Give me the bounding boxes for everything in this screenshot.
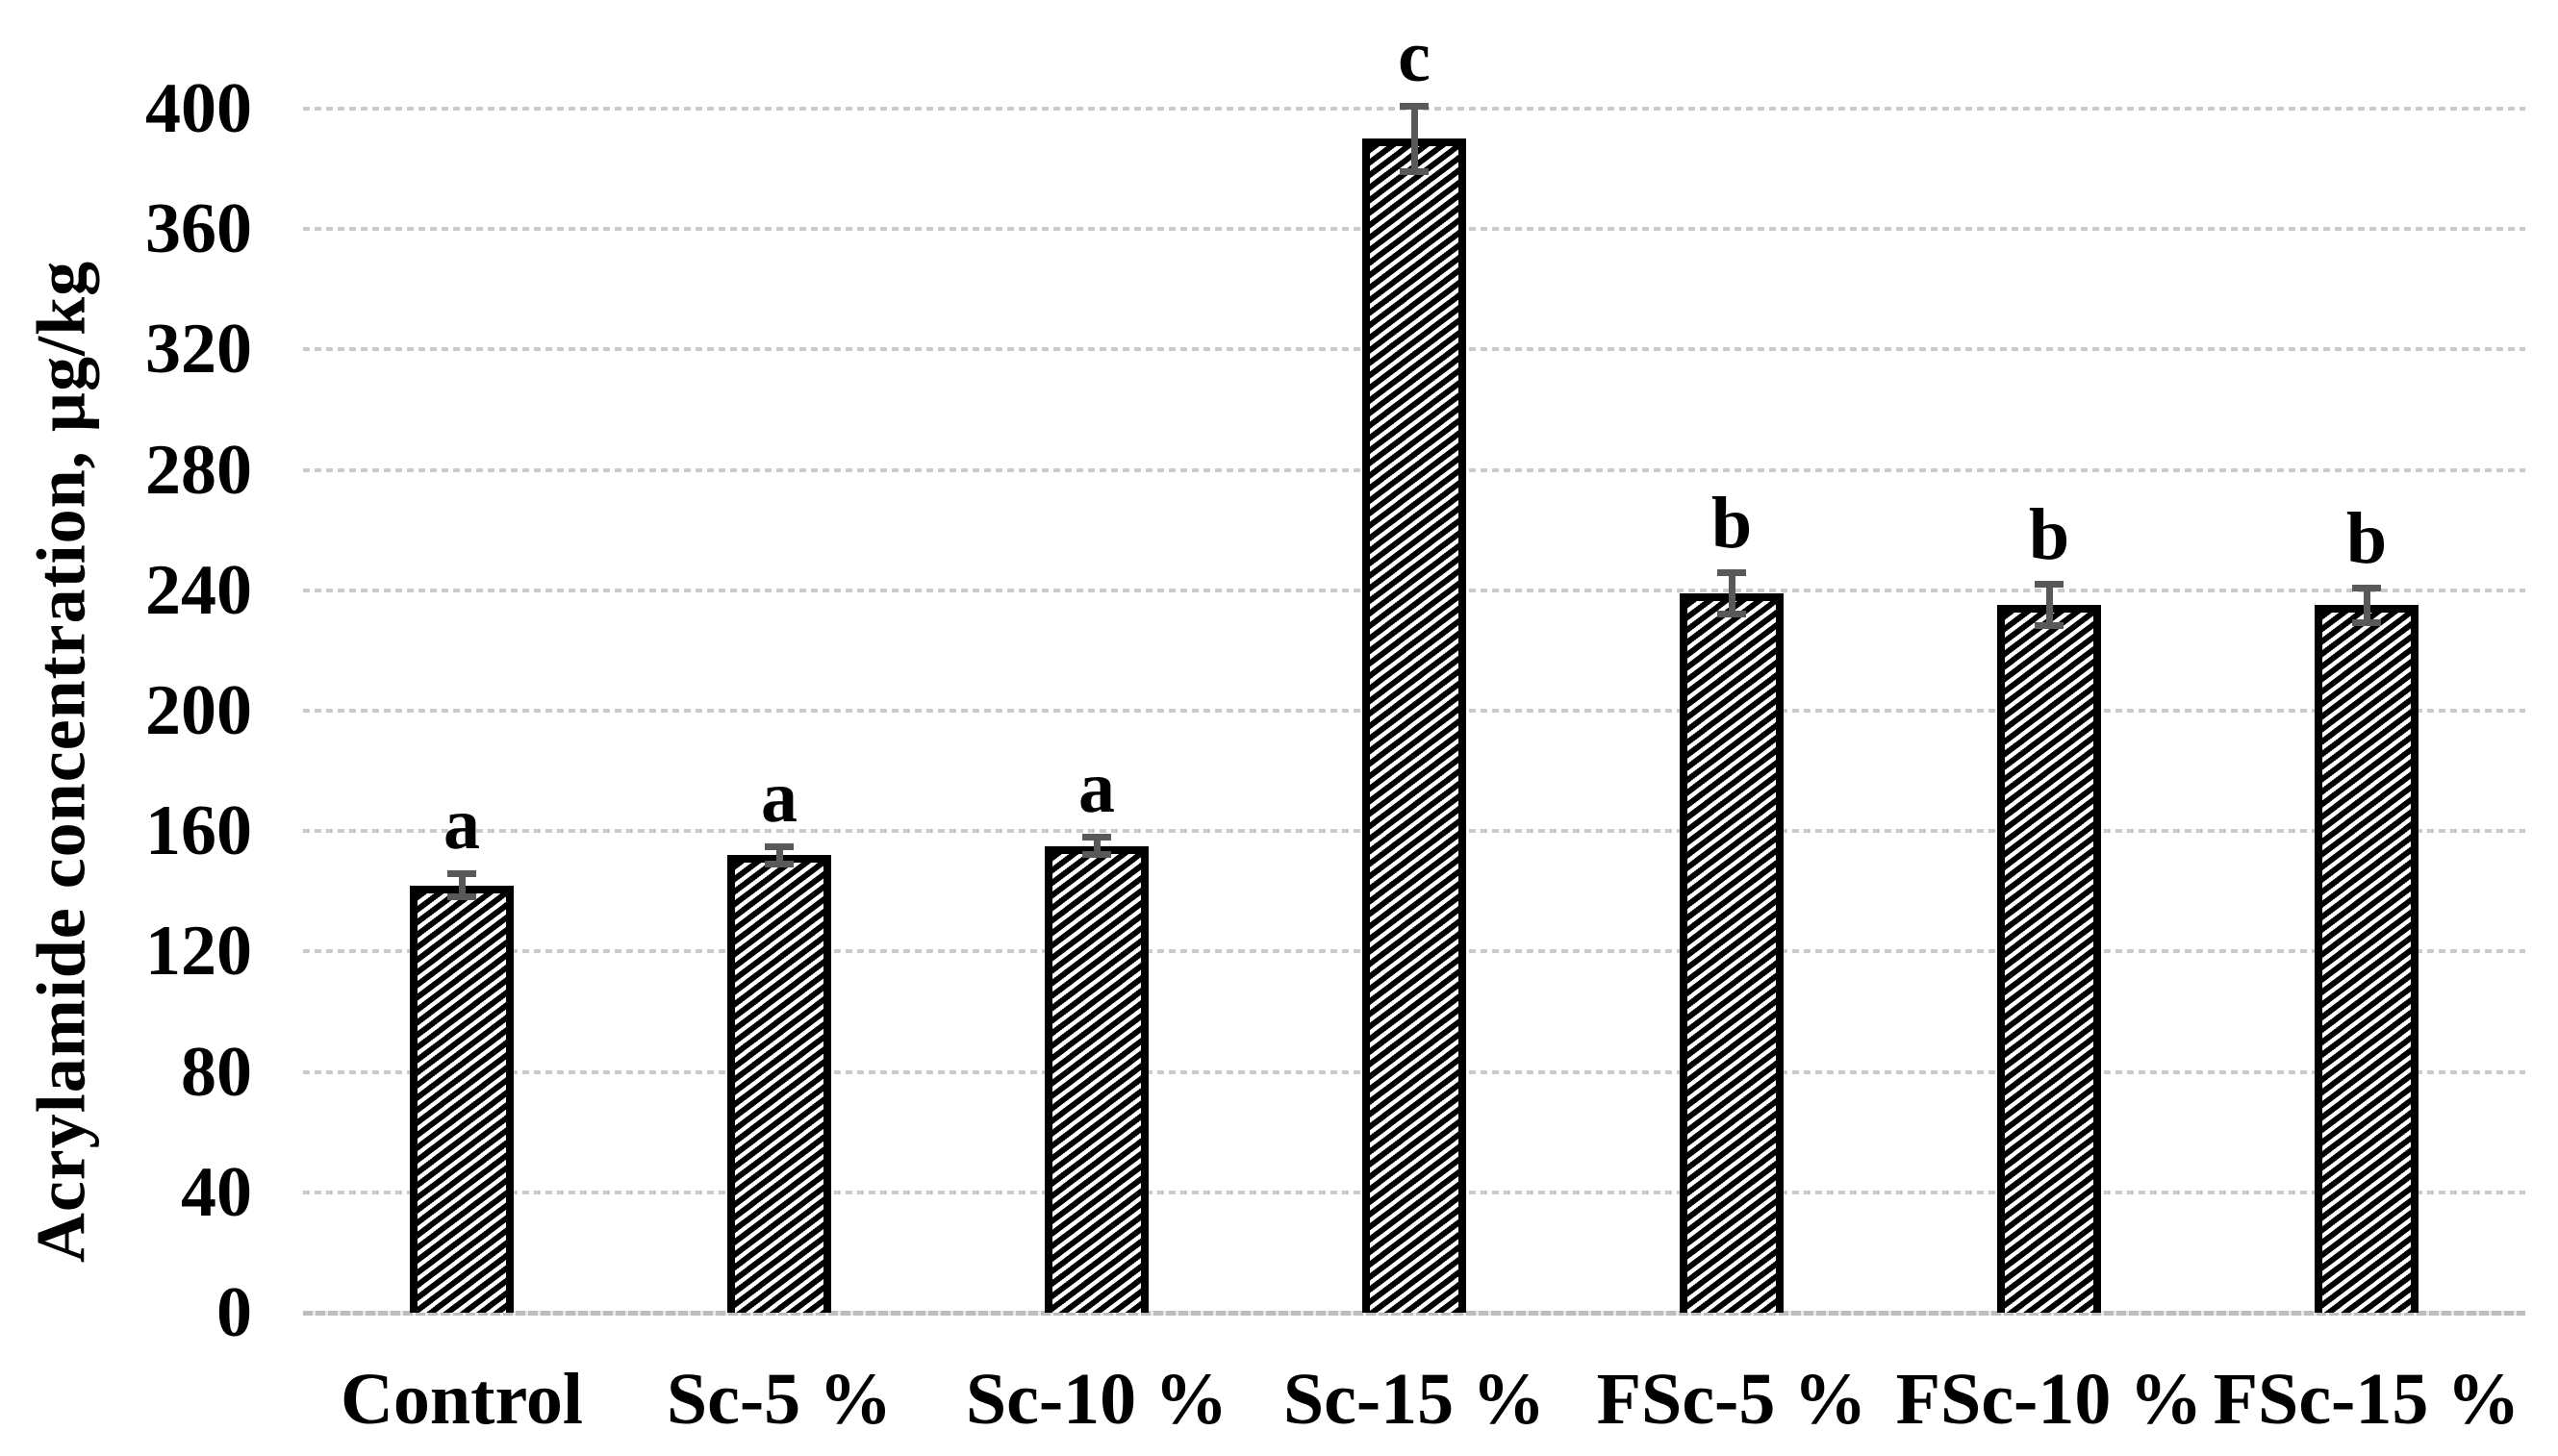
- x-category-label-sc-10: Sc-10 %: [965, 1359, 1228, 1440]
- error-bar-cap: [1717, 610, 1746, 617]
- significance-letter-sc-5: a: [761, 756, 798, 838]
- error-bar-fsc-15: [2352, 584, 2381, 627]
- y-tick-label-80: 80: [181, 1032, 252, 1112]
- significance-letter-fsc-5: b: [1710, 482, 1753, 564]
- bar-sc-10: [1045, 845, 1149, 1313]
- significance-letter-control: a: [443, 783, 480, 865]
- error-bar-fsc-5: [1717, 568, 1746, 617]
- x-category-label-sc-15: Sc-15 %: [1282, 1359, 1546, 1440]
- error-bar-line: [458, 869, 466, 901]
- error-bar-cap: [2035, 622, 2064, 630]
- bar-fsc-10: [1997, 605, 2101, 1313]
- error-bar-sc-5: [765, 842, 794, 867]
- error-bar-line: [1093, 834, 1101, 859]
- significance-letter-sc-15: c: [1398, 15, 1431, 97]
- error-bar-line: [1410, 102, 1418, 175]
- error-bar-sc-15: [1400, 102, 1429, 175]
- error-bar-cap: [1400, 167, 1429, 175]
- bar-fsc-15: [2315, 605, 2419, 1313]
- y-tick-label-0: 0: [216, 1273, 252, 1352]
- error-bar-cap: [1082, 851, 1111, 859]
- y-tick-label-400: 400: [145, 69, 252, 148]
- y-tick-label-40: 40: [181, 1152, 252, 1232]
- significance-letter-sc-10: a: [1078, 747, 1115, 829]
- bar-fsc-5: [1680, 592, 1784, 1313]
- error-bar-line: [775, 842, 783, 867]
- x-category-label-fsc-5: FSc-5 %: [1596, 1359, 1867, 1440]
- bar-control: [410, 885, 514, 1313]
- y-tick-label-120: 120: [145, 912, 252, 992]
- error-bar-sc-10: [1082, 834, 1111, 859]
- error-bar-control: [447, 869, 476, 901]
- x-category-label-fsc-15: FSc-15 %: [2213, 1359, 2520, 1440]
- error-bar-line: [2045, 581, 2053, 630]
- x-axis-baseline: [303, 1311, 2525, 1316]
- x-category-label-control: Control: [341, 1359, 583, 1440]
- x-category-label-fsc-10: FSc-10 %: [1895, 1359, 2203, 1440]
- error-bar-cap: [765, 860, 794, 867]
- y-tick-label-280: 280: [145, 430, 252, 510]
- error-bar-cap: [2352, 619, 2381, 627]
- significance-letter-fsc-15: b: [2345, 497, 2388, 579]
- error-bar-fsc-10: [2035, 581, 2064, 630]
- y-tick-label-360: 360: [145, 189, 252, 269]
- y-tick-label-200: 200: [145, 671, 252, 750]
- significance-letter-fsc-10: b: [2028, 494, 2070, 576]
- y-tick-label-320: 320: [145, 310, 252, 389]
- y-tick-label-160: 160: [145, 791, 252, 871]
- bar-sc-5: [727, 855, 831, 1313]
- x-category-label-sc-5: Sc-5 %: [666, 1359, 893, 1440]
- y-tick-label-240: 240: [145, 550, 252, 630]
- error-bar-line: [2363, 584, 2370, 627]
- error-bar-cap: [447, 893, 476, 901]
- bar-sc-15: [1362, 138, 1466, 1313]
- error-bar-line: [1728, 568, 1735, 617]
